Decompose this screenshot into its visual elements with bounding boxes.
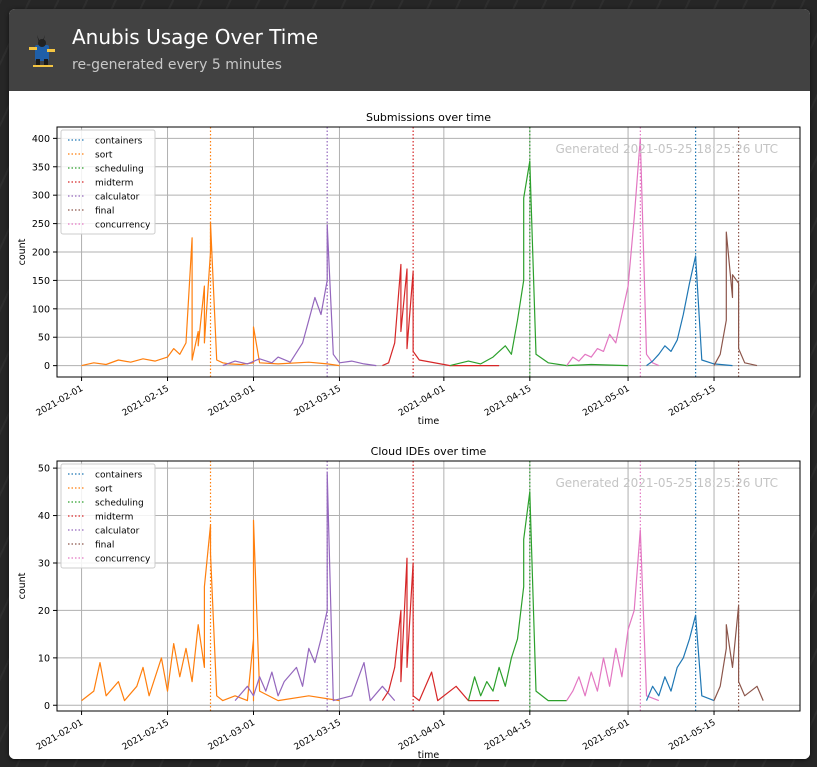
legend-label-final: final [95, 207, 114, 217]
series-line-containers [645, 614, 715, 702]
generated-timestamp: Generated 2021-05-25 18:25:26 UTC [555, 142, 778, 156]
series-line-final [713, 605, 764, 701]
y-tick-label: 20 [38, 606, 50, 617]
grid [57, 461, 800, 711]
grid [57, 127, 800, 377]
plot-frame [56, 460, 801, 712]
legend-label-scheduling: scheduling [95, 165, 144, 175]
usage-card: Anubis Usage Over Time re-generated ever… [9, 9, 810, 759]
y-tick-label: 40 [38, 511, 50, 522]
series-line-concurrency [566, 137, 660, 367]
x-tick-label: 2021-05-15 [667, 384, 717, 419]
series-line-concurrency [566, 529, 660, 702]
series-line-calculator [234, 472, 396, 702]
y-tick-label: 350 [32, 162, 50, 173]
y-tick-label: 250 [32, 219, 50, 230]
legend-label-calculator: calculator [95, 193, 140, 203]
series-line-midterm [382, 263, 500, 367]
y-tick-label: 30 [38, 558, 50, 569]
legend: containers sort scheduling midterm calculato… [60, 129, 156, 235]
x-tick-label: 2021-03-15 [293, 384, 343, 419]
legend-label-containers: containers [95, 471, 143, 481]
x-tick-label: 2021-02-01 [35, 718, 85, 753]
legend: containers sort scheduling midterm calculato… [60, 463, 156, 569]
chart-title: Submissions over time [366, 111, 491, 124]
y-tick-label: 10 [38, 653, 50, 664]
series-line-scheduling [449, 160, 629, 367]
generated-timestamp: Generated 2021-05-25 18:25:26 UTC [555, 476, 778, 490]
y-tick-label: 150 [32, 276, 50, 287]
legend-label-midterm: midterm [95, 179, 133, 189]
legend-box [60, 463, 156, 569]
x-tick-label: 2021-03-15 [293, 718, 343, 753]
legend-label-concurrency: concurrency [95, 555, 151, 565]
series-line-calculator [222, 224, 377, 367]
legend-label-scheduling: scheduling [95, 499, 144, 509]
x-axis-label: time [418, 750, 440, 759]
legend-label-sort: sort [95, 485, 113, 495]
y-axis-label: count [17, 572, 28, 599]
legend-label-containers: containers [95, 137, 143, 147]
x-tick-label: 2021-02-01 [35, 384, 85, 419]
x-tick-label: 2021-05-01 [581, 718, 631, 753]
y-tick-label: 50 [38, 464, 50, 475]
chart-title: Cloud IDEs over time [371, 445, 487, 458]
legend-label-final: final [95, 541, 114, 551]
y-tick-label: 300 [32, 191, 50, 202]
anubis-logo-icon [29, 35, 55, 67]
submissions-chart: Submissions over time 0 50 100 150 200 250 300 3… [17, 111, 801, 425]
x-tick-label: 2021-03-01 [207, 384, 257, 419]
x-tick-label: 2021-04-15 [483, 718, 533, 753]
charts-area: Submissions over time 0 50 100 150 200 250 300 3… [9, 91, 810, 759]
y-tick-label: 200 [32, 248, 50, 259]
legend-label-calculator: calculator [95, 527, 140, 537]
page-subtitle: re-generated every 5 minutes [72, 57, 282, 73]
y-tick-label: 50 [38, 333, 50, 344]
x-tick-label: 2021-03-01 [207, 718, 257, 753]
x-tick-label: 2021-02-15 [121, 384, 171, 419]
y-tick-label: 100 [32, 304, 50, 315]
legend-label-midterm: midterm [95, 513, 133, 523]
card-header: Anubis Usage Over Time re-generated ever… [9, 9, 810, 91]
x-tick-label: 2021-04-01 [397, 718, 447, 753]
x-tick-label: 2021-04-01 [397, 384, 447, 419]
series-line-scheduling [467, 491, 567, 702]
x-tick-label: 2021-05-01 [581, 384, 631, 419]
cloud-ides-chart: Cloud IDEs over time 0 10 20 30 40 50 2021-02-0… [17, 445, 801, 759]
legend-box [60, 129, 156, 235]
x-axis-label: time [418, 416, 440, 425]
series-line-final [713, 231, 758, 367]
legend-label-sort: sort [95, 151, 113, 161]
series-line-sort [81, 519, 340, 702]
series-line-midterm [381, 557, 500, 702]
y-axis-label: count [17, 238, 28, 265]
y-tick-label: 0 [44, 701, 50, 712]
y-tick-label: 0 [44, 361, 50, 372]
x-tick-label: 2021-02-15 [121, 718, 171, 753]
series-line-sort [81, 221, 340, 367]
legend-label-concurrency: concurrency [95, 221, 151, 231]
page-title: Anubis Usage Over Time [72, 25, 319, 49]
series-line-containers [646, 255, 733, 367]
y-tick-label: 400 [32, 134, 50, 145]
x-tick-label: 2021-04-15 [483, 384, 533, 419]
x-tick-label: 2021-05-15 [667, 718, 717, 753]
